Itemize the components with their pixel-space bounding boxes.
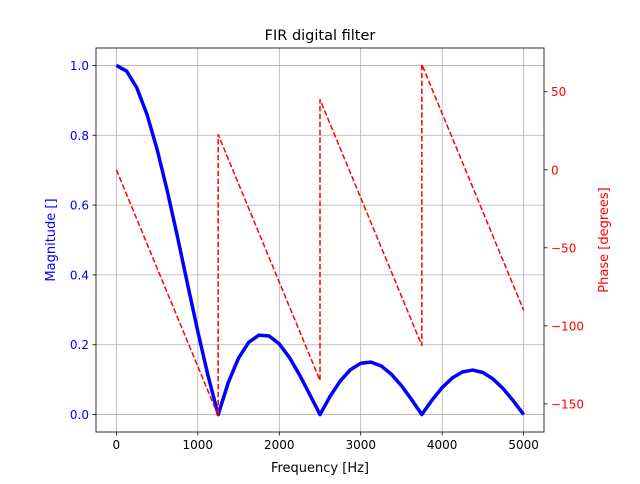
x-tick-label: 3000 — [345, 438, 376, 452]
y2-axis-label: Phase [degrees] — [597, 187, 612, 292]
y2-tick-label: −100 — [551, 319, 584, 333]
y2-tick-label: −150 — [551, 397, 584, 411]
y2-tick-label: 0 — [551, 163, 559, 177]
x-axis-label: Frequency [Hz] — [271, 461, 369, 476]
y-tick-label: 0.8 — [70, 129, 89, 143]
x-tick-label: 0 — [113, 438, 121, 452]
phase-line — [115, 63, 525, 417]
y-tick-label: 0.0 — [70, 408, 89, 422]
y-tick-label: 0.4 — [70, 268, 89, 282]
chart-title: FIR digital filter — [265, 28, 376, 44]
y-tick-label: 0.2 — [70, 338, 89, 352]
x-tick-label: 2000 — [264, 438, 295, 452]
x-tick-label: 5000 — [508, 438, 539, 452]
y-axis-label: Magnitude [] — [44, 198, 59, 281]
x-tick-label: 1000 — [183, 438, 214, 452]
magnitude-line — [115, 63, 526, 417]
y2-tick-label: −50 — [551, 241, 576, 255]
y-tick-label: 1.0 — [70, 59, 89, 73]
ticks: 0 1000 2000 3000 4000 5000 0.0 0.2 0.4 0.6 0.8 1.0 5… — [70, 59, 584, 452]
series-layer — [115, 63, 526, 417]
y-tick-label: 0.6 — [70, 199, 89, 213]
y2-tick-label: 50 — [551, 85, 566, 99]
axes-frame — [95, 47, 545, 433]
x-tick-label: 4000 — [427, 438, 458, 452]
